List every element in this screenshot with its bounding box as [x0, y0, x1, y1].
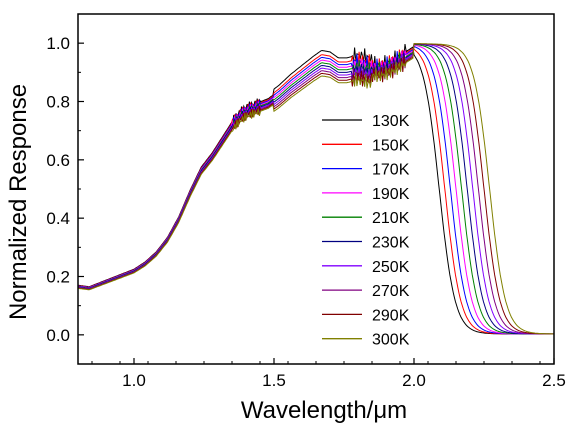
- series-line-210K: [77, 43, 554, 335]
- series-line-230K: [77, 43, 554, 335]
- y-tick-label: 0.8: [46, 93, 70, 112]
- series-line-270K: [77, 43, 554, 335]
- x-tick-label: 1.0: [122, 371, 146, 390]
- series-line-250K: [77, 43, 554, 335]
- y-tick-label: 0.6: [46, 151, 70, 170]
- series-line-190K: [77, 44, 554, 335]
- legend-label-130K: 130K: [372, 113, 410, 130]
- legend-label-210K: 210K: [372, 210, 410, 227]
- series-line-130K: [77, 44, 554, 335]
- plot-lines: [77, 43, 554, 335]
- series-line-300K: [77, 43, 554, 335]
- legend-label-190K: 190K: [372, 186, 410, 203]
- x-tick-label: 2.0: [402, 371, 426, 390]
- legend-label-290K: 290K: [372, 307, 410, 324]
- x-tick-label: 1.5: [262, 371, 286, 390]
- series-line-290K: [77, 43, 554, 335]
- legend-label-270K: 270K: [372, 283, 410, 300]
- legend: 130K 150K 170K 190K 210K 230K 250K 270K 290K 300K: [322, 113, 410, 349]
- y-axis-label: Normalized Response: [5, 84, 32, 320]
- y-tick-label: 1.0: [46, 34, 70, 53]
- legend-label-230K: 230K: [372, 235, 410, 252]
- legend-label-300K: 300K: [372, 332, 410, 349]
- y-tick-label: 0.4: [46, 209, 70, 228]
- series-line-150K: [77, 47, 554, 335]
- y-axis: 0.0 0.2 0.4 0.6 0.8 1.0: [46, 34, 84, 345]
- y-tick-label: 0.0: [46, 326, 70, 345]
- series-line-170K: [77, 45, 554, 335]
- x-axis: 1.0 1.5 2.0 2.5: [91, 358, 566, 390]
- legend-label-250K: 250K: [372, 259, 410, 276]
- x-axis-label: Wavelength/μm: [241, 397, 407, 424]
- x-tick-label: 2.5: [542, 371, 566, 390]
- legend-label-170K: 170K: [372, 162, 410, 179]
- y-tick-label: 0.2: [46, 268, 70, 287]
- legend-label-150K: 150K: [372, 137, 410, 154]
